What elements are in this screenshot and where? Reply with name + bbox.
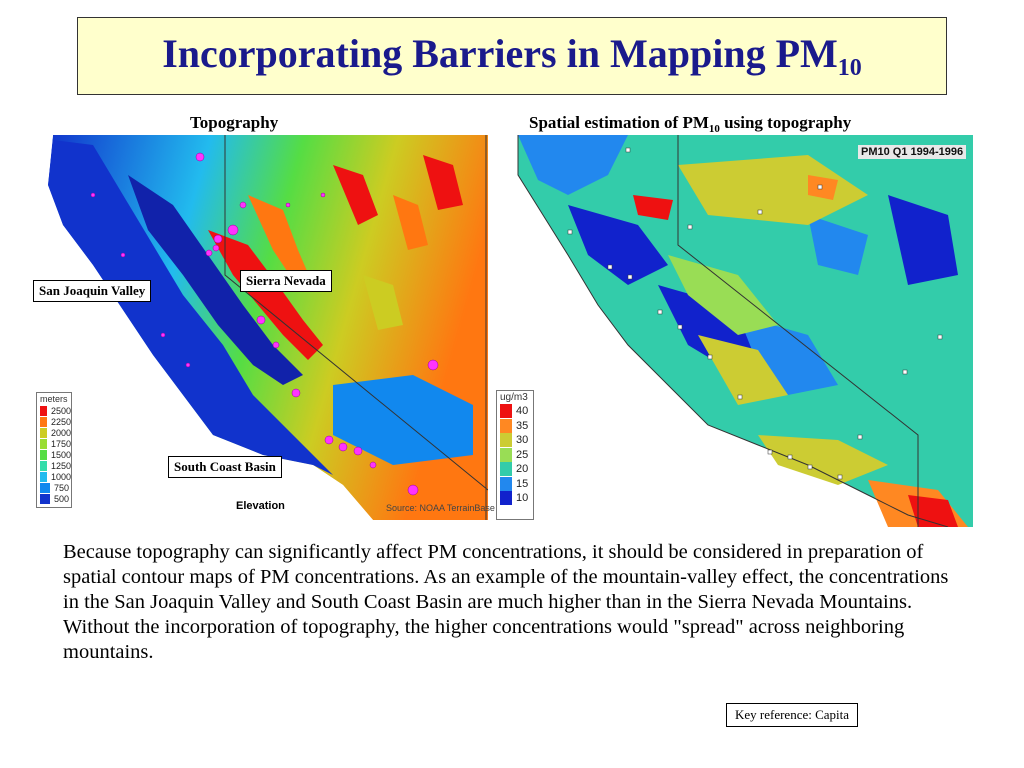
topography-map [33, 135, 488, 520]
pm10-legend-unit: ug/m3 [500, 392, 528, 403]
elevation-legend-row: 1750 [37, 438, 71, 449]
pm10-legend-value: 20 [516, 463, 529, 476]
pm-caption-sub: 10 [708, 123, 720, 135]
elevation-legend: meters 2500 2250 2000 1750 1500 1250 1000 750 50… [36, 392, 72, 508]
elevation-legend-swatch [40, 460, 47, 471]
elevation-legend-row: 1000 [37, 471, 71, 482]
elevation-legend-row: 2000 [37, 427, 71, 438]
elevation-legend-row: 1250 [37, 460, 71, 471]
pm10-legend-value: 10 [516, 492, 529, 505]
topography-caption: Topography [190, 113, 279, 132]
elevation-legend-swatch [40, 449, 47, 460]
elevation-legend-value: 1500 [50, 449, 71, 460]
sierra-nevada-label: Sierra Nevada [240, 270, 332, 292]
elevation-legend-swatch [40, 493, 50, 504]
pm10-legend-row: 20 [497, 462, 533, 477]
elevation-legend-swatch [40, 438, 47, 449]
topography-map-graphic [33, 135, 488, 520]
elevation-legend-row: 500 [37, 493, 71, 504]
pm10-legend-swatch [500, 404, 512, 419]
pm10-legend-row: 10 [497, 491, 533, 506]
elevation-legend-swatch [40, 482, 50, 493]
elevation-legend-swatch [40, 405, 47, 416]
elevation-legend-rows: 2500 2250 2000 1750 1500 1250 1000 750 500 [37, 405, 71, 504]
pm10-legend-swatch [500, 476, 512, 491]
elevation-legend-value: 1750 [50, 438, 71, 449]
pm10-legend: ug/m3 40 35 30 25 20 15 10 [496, 390, 534, 520]
elevation-legend-value: 1000 [50, 471, 71, 482]
pm10-map [508, 135, 973, 527]
elevation-legend-row: 2500 [37, 405, 71, 416]
pm10-legend-swatch [500, 447, 512, 462]
elevation-legend-value: 500 [54, 493, 70, 504]
pm10-legend-swatch [500, 433, 512, 448]
elevation-legend-value: 2250 [50, 416, 71, 427]
pm-caption-post: using topography [719, 113, 852, 132]
source-label: Source: NOAA TerrainBase [386, 503, 495, 513]
pm10-legend-row: 40 [497, 404, 533, 419]
elevation-legend-value: 750 [54, 482, 70, 493]
pm10-legend-row: 35 [497, 418, 533, 434]
elevation-legend-value: 1250 [50, 460, 71, 471]
key-reference: Key reference: Capita [726, 703, 859, 727]
pm10-legend-row: 15 [497, 476, 533, 492]
slide-title: Incorporating Barriers in Mapping PM10 [162, 30, 862, 82]
pm10-map-label: PM10 Q1 1994-1996 [858, 145, 967, 159]
san-joaquin-label: San Joaquin Valley [33, 280, 152, 302]
pm10-legend-value: 15 [516, 477, 529, 490]
pm10-legend-swatch [500, 462, 512, 477]
pm10-legend-rows: 40 35 30 25 20 15 10 [497, 404, 533, 506]
elevation-legend-swatch [40, 427, 47, 438]
pm10-map-graphic [508, 135, 973, 527]
pm-caption-pre: Spatial estimation of PM [529, 113, 709, 132]
pm10-legend-value: 40 [516, 405, 529, 418]
pm10-legend-swatch [500, 418, 512, 433]
pm10-legend-value: 35 [516, 419, 529, 432]
slide-title-subscript: 10 [837, 55, 862, 81]
elevation-legend-unit: meters [40, 394, 68, 404]
pm10-legend-swatch [500, 491, 512, 506]
south-coast-label: South Coast Basin [168, 456, 282, 478]
body-text: Because topography can significantly aff… [63, 541, 949, 663]
pm-estimation-caption: Spatial estimation of PM10 using topogra… [529, 113, 851, 135]
elevation-legend-row: 1500 [37, 449, 71, 460]
elevation-legend-row: 750 [37, 482, 71, 493]
title-box: Incorporating Barriers in Mapping PM10 [77, 17, 947, 95]
slide-title-text: Incorporating Barriers in Mapping PM [162, 31, 838, 76]
pm10-legend-row: 25 [497, 447, 533, 463]
pm10-legend-row: 30 [497, 433, 533, 448]
elevation-label: Elevation [236, 500, 285, 512]
pm10-legend-value: 30 [516, 434, 529, 447]
elevation-legend-row: 2250 [37, 416, 71, 427]
elevation-legend-value: 2500 [50, 405, 71, 416]
pm10-legend-value: 25 [516, 448, 529, 461]
elevation-legend-swatch [40, 416, 47, 427]
elevation-legend-value: 2000 [50, 427, 71, 438]
elevation-legend-swatch [40, 471, 47, 482]
